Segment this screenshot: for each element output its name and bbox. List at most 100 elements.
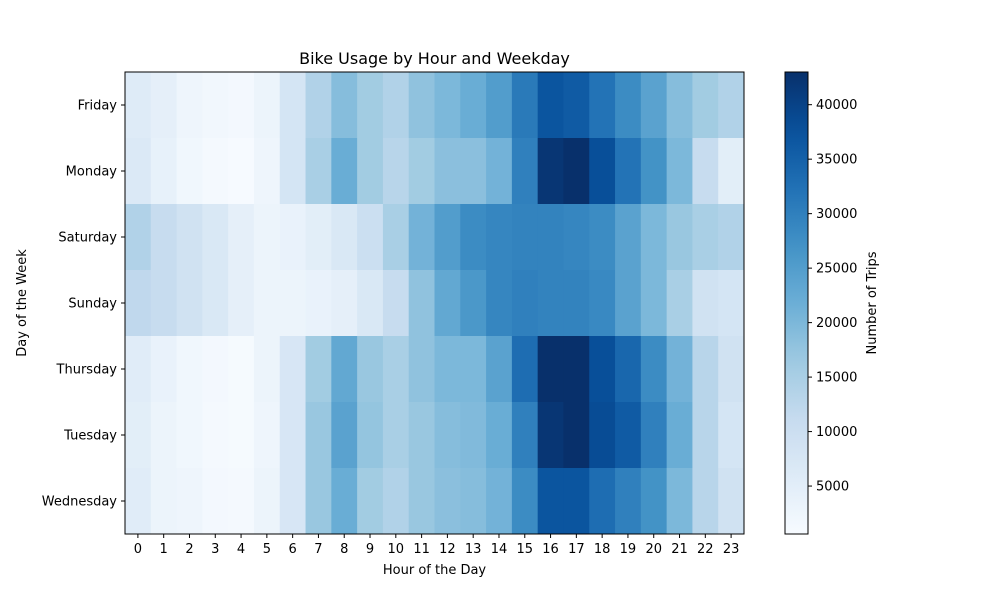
chart-title: Bike Usage by Hour and Weekday (299, 49, 570, 68)
x-tick-label: 13 (465, 542, 482, 557)
colorbar-tick-label: 30000 (816, 207, 857, 222)
heatmap-cell (253, 270, 281, 337)
heatmap-cell (408, 72, 435, 139)
x-axis-ticks: 0 1 2 3 4 5 6 7 8 9 10 11 12 13 14 15 16 17 18 19 20 21 22 23 (134, 534, 739, 557)
x-tick-label: 4 (237, 542, 245, 557)
x-tick-label: 16 (542, 542, 559, 557)
heatmap-cells (125, 72, 745, 535)
x-tick-label: 20 (645, 542, 662, 557)
heatmap-cell (563, 204, 590, 271)
heatmap-cell (357, 72, 384, 139)
x-tick-label: 15 (516, 542, 533, 557)
heatmap-cell (176, 72, 203, 139)
colorbar-tick-label: 35000 (816, 153, 857, 168)
heatmap-cell (408, 204, 435, 271)
heatmap-cell (486, 270, 513, 337)
heatmap-cell (331, 204, 358, 271)
heatmap-cell (228, 270, 255, 337)
heatmap-cell (228, 138, 255, 205)
y-tick-label: Saturday (58, 231, 117, 246)
heatmap-cell (640, 204, 668, 271)
heatmap-cell (640, 468, 668, 535)
heatmap-cell (150, 138, 178, 205)
heatmap-cell (150, 336, 178, 403)
y-tick-label: Wednesday (42, 495, 118, 510)
heatmap-cell (408, 336, 435, 403)
heatmap-cell (331, 336, 358, 403)
heatmap-cell (666, 402, 693, 469)
heatmap-cell (150, 270, 178, 337)
x-tick-label: 7 (314, 542, 322, 557)
heatmap-cell (640, 72, 668, 139)
heatmap-cell (253, 402, 281, 469)
heatmap-cell (150, 402, 178, 469)
x-tick-label: 6 (289, 542, 297, 557)
heatmap-cell (666, 270, 693, 337)
heatmap-cell (176, 270, 203, 337)
heatmap-cell (589, 468, 616, 535)
heatmap-cell (537, 468, 564, 535)
heatmap-cell (228, 402, 255, 469)
heatmap-cell (511, 138, 539, 205)
heatmap-cell (563, 138, 590, 205)
heatmap-cell (305, 402, 332, 469)
heatmap-cell (460, 402, 487, 469)
heatmap-cell (253, 138, 281, 205)
heatmap-cell (125, 468, 152, 535)
x-tick-label: 22 (697, 542, 714, 557)
heatmap-cell (692, 270, 719, 337)
heatmap-cell (589, 336, 616, 403)
x-tick-label: 17 (568, 542, 585, 557)
heatmap-cell (666, 468, 693, 535)
heatmap-cell (305, 270, 332, 337)
heatmap-cell (486, 72, 513, 139)
heatmap-cell (305, 138, 332, 205)
heatmap-cell (408, 270, 435, 337)
heatmap-cell (125, 204, 152, 271)
heatmap-cell (408, 468, 435, 535)
heatmap-cell (253, 72, 281, 139)
heatmap-cell (640, 336, 668, 403)
heatmap-cell (382, 336, 410, 403)
colorbar-ticks: 5000 10000 15000 20000 25000 30000 35000 40000 (808, 98, 857, 495)
heatmap-cell (253, 468, 281, 535)
colorbar-tick-label: 15000 (816, 371, 857, 386)
heatmap-cell (718, 336, 745, 403)
heatmap-cell (279, 204, 307, 271)
heatmap-cell (486, 402, 513, 469)
heatmap-cell (125, 270, 152, 337)
heatmap-cell (460, 72, 487, 139)
heatmap-cell (615, 138, 642, 205)
heatmap-cell (434, 72, 461, 139)
x-tick-label: 11 (413, 542, 430, 557)
heatmap-cell (434, 138, 461, 205)
heatmap-cell (460, 204, 487, 271)
heatmap-cell (331, 138, 358, 205)
y-axis-label: Day of the Week (15, 249, 30, 357)
x-tick-label: 5 (263, 542, 271, 557)
heatmap-cell (718, 138, 745, 205)
heatmap-cell (125, 336, 152, 403)
heatmap-cell (666, 72, 693, 139)
x-tick-label: 10 (388, 542, 405, 557)
heatmap-cell (331, 468, 358, 535)
heatmap-cell (253, 336, 281, 403)
heatmap-cell (511, 204, 539, 271)
heatmap-cell (460, 468, 487, 535)
heatmap-cell (357, 204, 384, 271)
heatmap-cell (150, 204, 178, 271)
y-tick-label: Friday (78, 99, 118, 114)
heatmap-cell (279, 336, 307, 403)
x-tick-label: 9 (366, 542, 374, 557)
heatmap-cell (666, 138, 693, 205)
heatmap-cell (279, 72, 307, 139)
heatmap-cell (382, 270, 410, 337)
heatmap-cell (228, 204, 255, 271)
heatmap-cell (537, 402, 564, 469)
heatmap-cell (615, 402, 642, 469)
heatmap-cell (563, 336, 590, 403)
heatmap-cell (666, 204, 693, 271)
heatmap-cell (279, 468, 307, 535)
x-tick-label: 2 (185, 542, 193, 557)
heatmap-cell (434, 468, 461, 535)
